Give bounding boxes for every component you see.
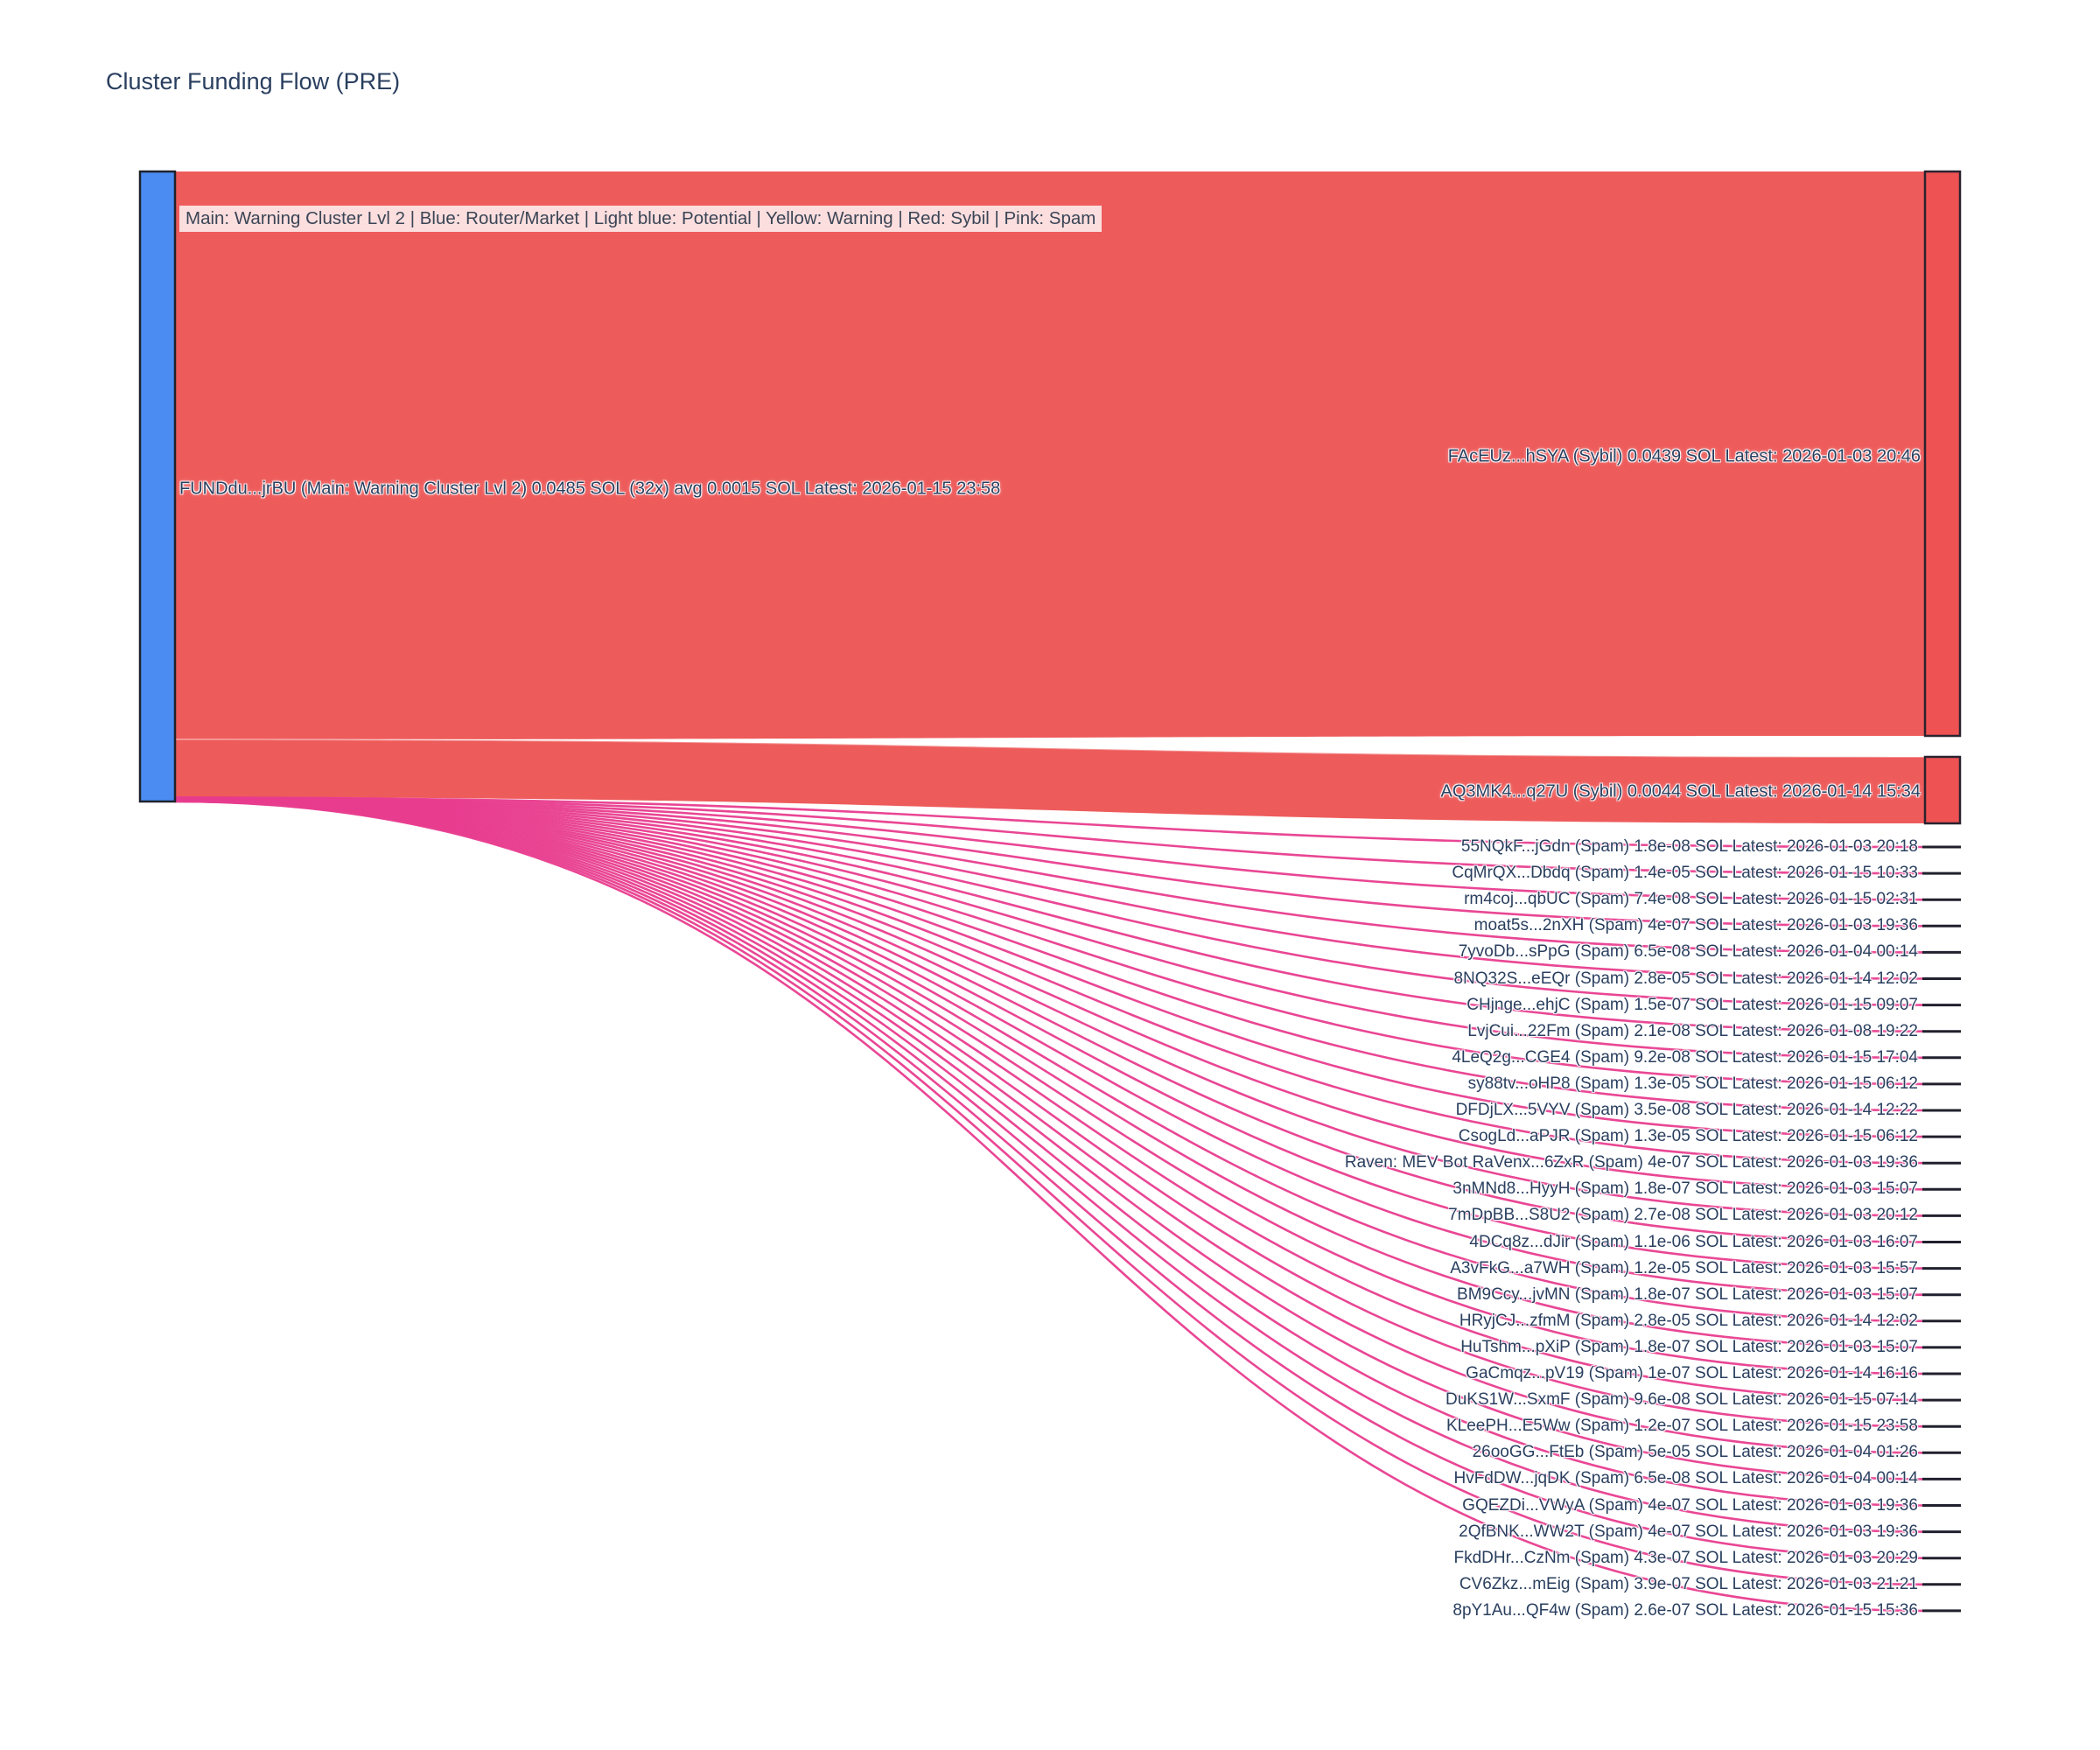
- link-spam[interactable]: [174, 800, 1925, 1613]
- dest-node-sybil[interactable]: [1923, 755, 1962, 825]
- link-spam[interactable]: [174, 798, 1925, 1243]
- link-spam[interactable]: [174, 798, 1925, 1165]
- legend-annotation: Main: Warning Cluster Lvl 2 | Blue: Rout…: [179, 206, 1102, 232]
- link-spam[interactable]: [174, 796, 1925, 875]
- link-spam[interactable]: [174, 797, 1925, 1112]
- link-spam[interactable]: [174, 797, 1925, 1032]
- link-spam[interactable]: [174, 798, 1925, 1217]
- link-spam[interactable]: [174, 799, 1925, 1480]
- dest-node-sybil[interactable]: [1923, 170, 1962, 738]
- link-spam[interactable]: [174, 800, 1925, 1507]
- link-spam[interactable]: [174, 796, 1925, 849]
- link-seam[interactable]: [174, 738, 1926, 758]
- link-sybil-2[interactable]: [175, 739, 1925, 823]
- link-spam[interactable]: [174, 799, 1925, 1376]
- link-spam[interactable]: [174, 800, 1925, 1586]
- link-sybil-1[interactable]: [175, 172, 1925, 739]
- link-spam[interactable]: [174, 799, 1925, 1349]
- link-spam[interactable]: [174, 796, 1925, 980]
- link-spam[interactable]: [174, 796, 1925, 954]
- link-spam[interactable]: [174, 799, 1925, 1428]
- link-spam[interactable]: [174, 799, 1925, 1402]
- link-spam[interactable]: [174, 797, 1925, 1138]
- link-spam[interactable]: [174, 798, 1925, 1296]
- link-spam[interactable]: [174, 798, 1925, 1270]
- link-spam[interactable]: [174, 796, 1925, 901]
- chart-title: Cluster Funding Flow (PRE): [106, 68, 401, 94]
- link-spam[interactable]: [174, 800, 1925, 1559]
- source-node[interactable]: [138, 170, 177, 803]
- link-spam[interactable]: [174, 796, 1925, 928]
- link-spam[interactable]: [174, 799, 1925, 1454]
- link-spam[interactable]: [174, 797, 1925, 1006]
- link-spam[interactable]: [174, 798, 1925, 1191]
- link-spam[interactable]: [174, 798, 1925, 1323]
- link-spam[interactable]: [174, 797, 1925, 1060]
- link-spam[interactable]: [174, 800, 1925, 1533]
- link-spam[interactable]: [174, 797, 1925, 1086]
